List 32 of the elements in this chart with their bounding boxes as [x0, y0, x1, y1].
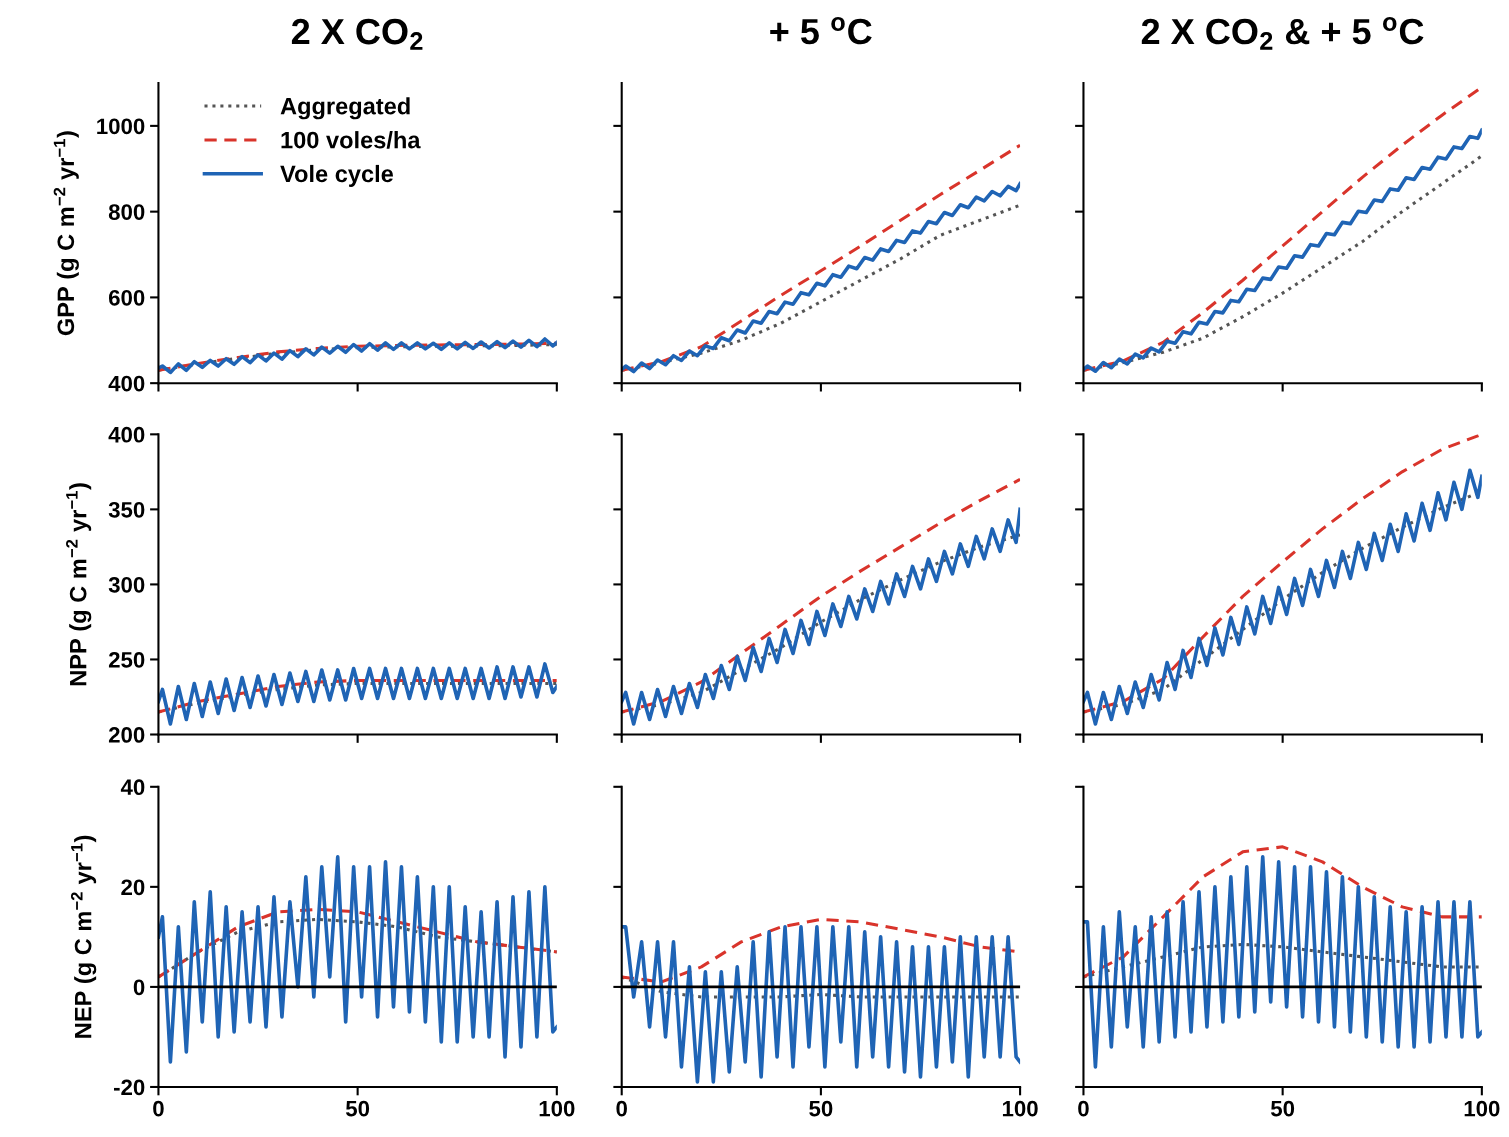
x-tick-label: 100: [1464, 1100, 1500, 1117]
y-tick-label: 20: [121, 879, 145, 896]
y-tick-label: 400: [108, 375, 145, 392]
y-tick-label: 250: [108, 651, 145, 668]
chart-title: 2 X CO$_{2}$ & + 5 $^{o}$C: [1141, 17, 1424, 50]
legend-label: Aggregated: [280, 97, 410, 120]
y-axis-title: NEP (g C m$^{−2}$ yr$^{−1}$): [70, 835, 97, 1038]
y-tick-label: 300: [108, 576, 145, 593]
chart-title: + 5 $^{o}$C: [770, 17, 872, 45]
x-tick-label: 0: [153, 1100, 164, 1117]
y-tick-label: 800: [108, 204, 145, 220]
line-series: [158, 662, 557, 726]
x-tick-label: 0: [616, 1100, 627, 1117]
x-tick-label: 0: [1078, 1100, 1089, 1117]
x-tick-label: 100: [539, 1100, 575, 1117]
x-tick-label: 100: [1002, 1100, 1038, 1117]
y-tick-label: 400: [108, 426, 145, 443]
y-tick-label: 600: [108, 289, 145, 306]
x-tick-label: 50: [809, 1100, 833, 1117]
y-tick-label: -20: [114, 1079, 145, 1096]
y-tick-label: 200: [108, 727, 145, 743]
y-tick-label: 0: [133, 979, 145, 996]
x-tick-label: 50: [345, 1100, 370, 1117]
y-axis-title: NPP (g C m$^{−2}$ yr$^{−1}$): [66, 483, 92, 686]
y-axis-title: GPP (g C m$^{−2}$ yr$^{−1}$): [53, 131, 79, 336]
y-tick-label: 40: [120, 779, 145, 796]
x-tick-label: 50: [1270, 1100, 1295, 1117]
y-tick-label: 1000: [97, 118, 145, 135]
legend-label: Vole cycle: [280, 164, 393, 187]
chart-title: 2 X CO$_{2}$: [291, 18, 423, 50]
y-tick-label: 350: [108, 501, 145, 518]
legend-label: 100 voles/ha: [281, 131, 421, 149]
